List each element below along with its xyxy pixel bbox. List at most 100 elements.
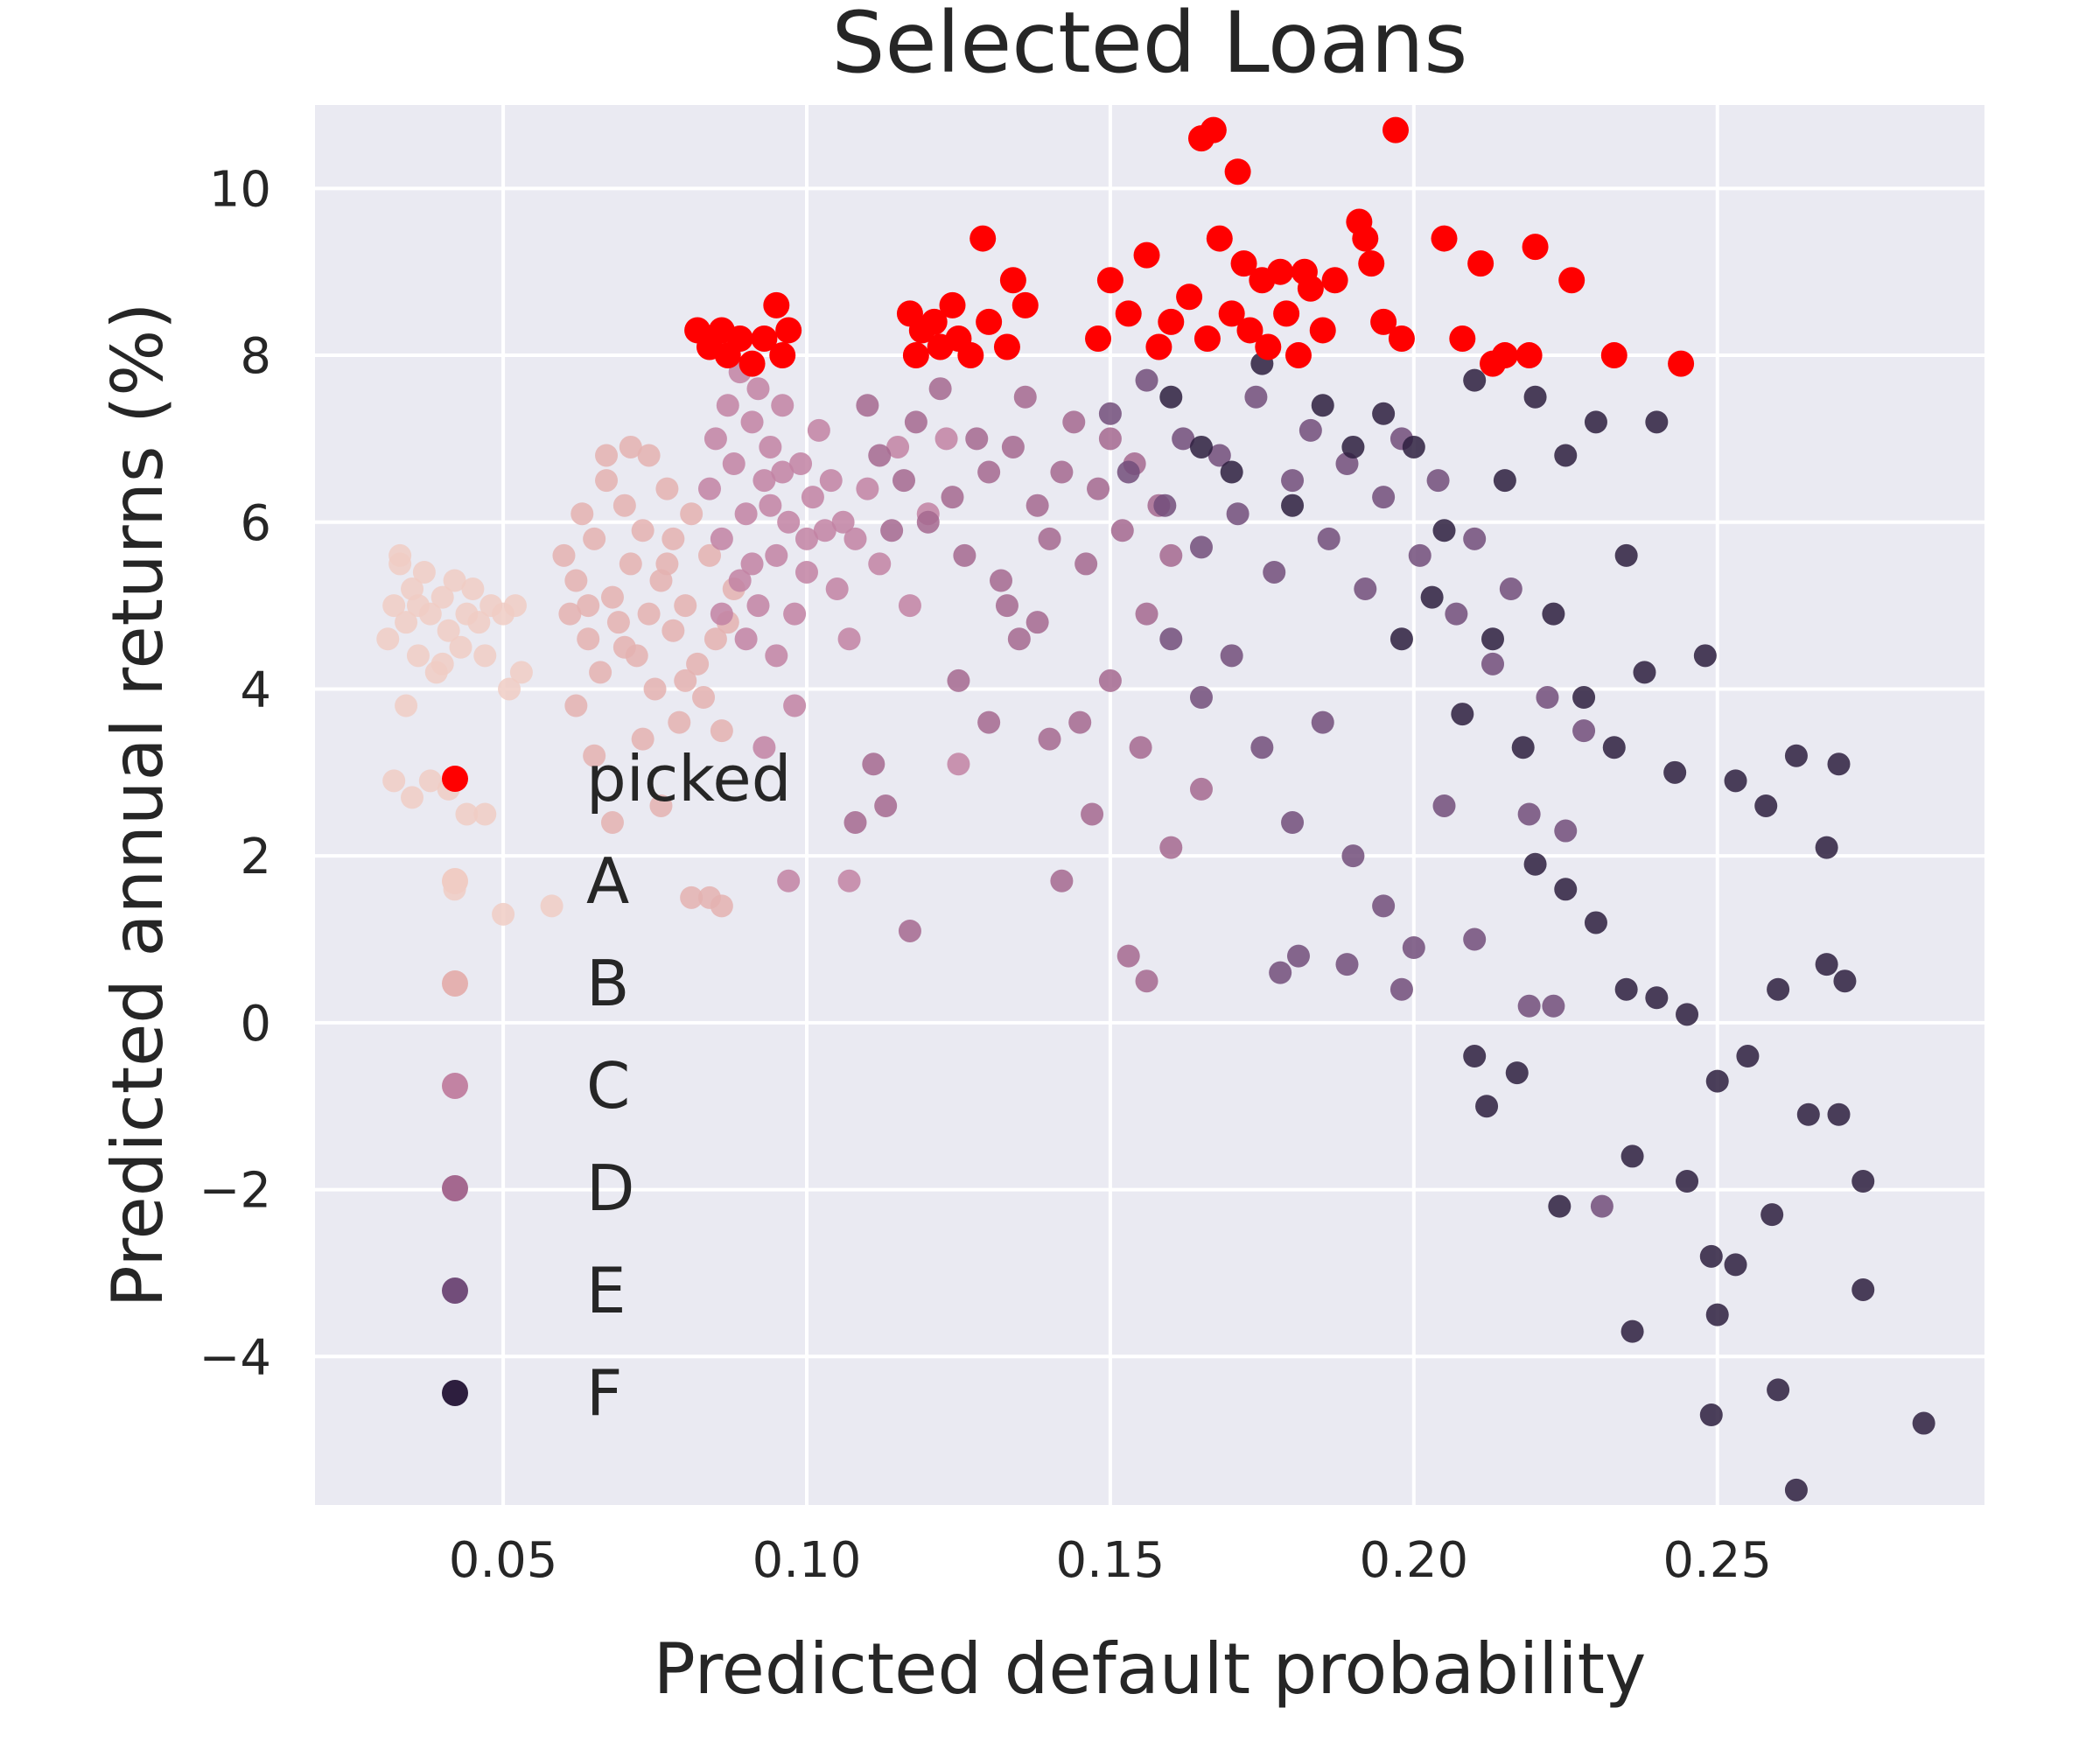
data-point <box>880 519 904 542</box>
data-point <box>461 578 485 601</box>
data-point <box>1189 777 1213 801</box>
data-point <box>595 444 619 467</box>
data-point <box>977 460 1001 484</box>
data-point <box>722 452 746 476</box>
data-point <box>668 710 691 734</box>
data-point <box>1098 402 1122 425</box>
data-point <box>1098 427 1122 451</box>
data-point <box>1135 602 1158 626</box>
data-point <box>995 594 1018 618</box>
data-point <box>1572 719 1596 743</box>
data-point <box>1663 760 1687 784</box>
data-point <box>819 469 843 493</box>
data-point <box>1087 477 1110 500</box>
data-point <box>418 769 442 793</box>
data-point <box>1463 368 1487 392</box>
data-point <box>710 894 733 918</box>
data-point <box>1426 469 1450 493</box>
data-point <box>1590 1194 1614 1218</box>
data-point <box>631 519 654 542</box>
data-point <box>1784 1478 1808 1502</box>
data-point <box>1159 836 1183 859</box>
data-point <box>1852 1278 1875 1301</box>
data-point <box>1068 710 1092 734</box>
data-point <box>583 527 606 550</box>
x-tick-labels: 0.05 0.10 0.15 0.20 0.25 <box>449 1532 1772 1589</box>
data-point <box>941 486 964 509</box>
data-point <box>886 435 910 458</box>
data-point <box>1554 444 1578 467</box>
x-tick-label: 0.20 <box>1359 1532 1468 1589</box>
data-point <box>716 394 739 417</box>
data-point <box>1833 970 1857 993</box>
y-tick-label: 8 <box>240 328 271 385</box>
y-tick-label: −2 <box>199 1163 271 1220</box>
data-point <box>643 677 667 701</box>
data-point <box>570 502 594 526</box>
data-point <box>953 543 976 567</box>
data-point <box>837 627 861 651</box>
data-point <box>801 486 824 509</box>
data-point <box>789 452 813 476</box>
data-point <box>763 291 790 318</box>
data-point <box>697 477 721 500</box>
data-point <box>1220 644 1243 668</box>
data-point <box>868 552 892 576</box>
data-point <box>552 543 576 567</box>
data-point <box>740 552 764 576</box>
data-point <box>1267 258 1294 285</box>
data-point <box>856 394 879 417</box>
data-point <box>746 594 770 618</box>
legend-label: B <box>586 947 629 1020</box>
data-point <box>1116 944 1140 968</box>
data-point <box>1250 736 1274 760</box>
data-point <box>837 869 861 892</box>
data-point <box>1614 543 1638 567</box>
data-point <box>1493 469 1516 493</box>
data-point <box>401 786 424 809</box>
legend-label: D <box>586 1152 634 1225</box>
data-point <box>807 418 830 442</box>
data-point <box>1451 703 1474 726</box>
legend-label: F <box>586 1356 622 1430</box>
data-point <box>564 694 588 718</box>
data-point <box>1767 977 1790 1001</box>
data-point <box>1523 852 1547 876</box>
data-point <box>443 569 466 592</box>
data-point <box>600 585 624 609</box>
data-point <box>904 410 928 434</box>
data-point <box>1372 402 1396 425</box>
data-point <box>498 677 522 701</box>
data-point <box>612 635 636 659</box>
data-point <box>1085 325 1112 352</box>
data-point <box>1584 911 1607 934</box>
data-point <box>1432 794 1456 817</box>
data-point <box>1354 578 1377 601</box>
data-point <box>844 527 867 550</box>
legend-label: C <box>586 1049 630 1123</box>
data-point <box>1372 486 1396 509</box>
y-tick-label: 2 <box>240 829 271 886</box>
data-point <box>1754 794 1778 817</box>
data-point <box>473 802 497 826</box>
data-point <box>1153 494 1177 517</box>
data-point <box>1676 1170 1699 1194</box>
data-point <box>1145 333 1172 360</box>
data-point <box>1475 1095 1499 1118</box>
data-point <box>430 652 454 676</box>
data-point <box>726 325 753 352</box>
data-point <box>1135 970 1158 993</box>
y-tick-label: 0 <box>240 996 271 1053</box>
data-point <box>1159 385 1183 409</box>
legend-marker <box>442 868 468 894</box>
data-point <box>577 594 600 618</box>
legend-label: picked <box>586 742 791 816</box>
data-point <box>1705 1069 1729 1093</box>
data-point <box>1705 1303 1729 1326</box>
data-point <box>1159 627 1183 651</box>
data-point <box>1281 494 1305 517</box>
data-point <box>509 661 533 684</box>
data-point <box>1158 308 1185 335</box>
data-point <box>564 569 588 592</box>
data-point <box>674 594 697 618</box>
